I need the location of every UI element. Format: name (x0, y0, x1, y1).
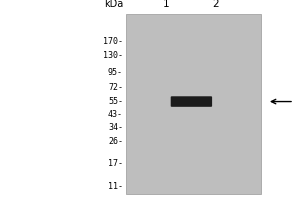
Text: 34-: 34- (108, 123, 123, 132)
FancyBboxPatch shape (182, 99, 200, 104)
Text: 170-: 170- (103, 37, 123, 46)
FancyBboxPatch shape (171, 96, 212, 107)
Text: 2: 2 (213, 0, 219, 9)
Text: 1: 1 (163, 0, 170, 9)
FancyBboxPatch shape (176, 98, 206, 105)
Text: 26-: 26- (108, 137, 123, 146)
Text: 95-: 95- (108, 68, 123, 77)
Text: 43-: 43- (108, 110, 123, 119)
Text: 72-: 72- (108, 83, 123, 92)
Text: 55-: 55- (108, 97, 123, 106)
Bar (126, 14, 261, 194)
Text: 130-: 130- (103, 51, 123, 60)
Text: 11-: 11- (108, 182, 123, 191)
Text: 17-: 17- (108, 159, 123, 168)
Text: kDa: kDa (104, 0, 124, 9)
